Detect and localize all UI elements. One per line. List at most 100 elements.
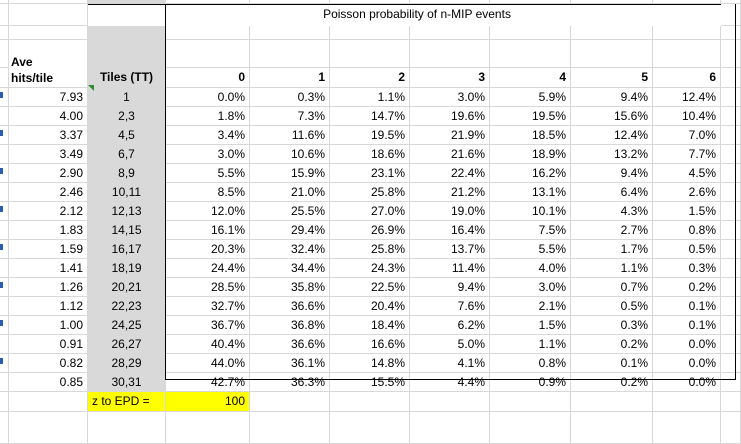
header-n-2[interactable]: 2 <box>330 68 410 88</box>
tiles-cell[interactable]: 30,31 <box>88 373 166 392</box>
empty-cell[interactable] <box>571 392 653 412</box>
error-indicator-icon[interactable] <box>88 85 94 91</box>
probability-cell[interactable]: 21.6% <box>410 145 490 164</box>
empty-cell[interactable] <box>0 240 9 259</box>
probability-cell[interactable]: 20.3% <box>166 240 250 259</box>
empty-cell[interactable] <box>88 40 166 68</box>
probability-cell[interactable]: 35.8% <box>250 278 330 297</box>
empty-cell[interactable] <box>0 316 9 335</box>
empty-cell[interactable] <box>0 373 9 392</box>
empty-cell[interactable] <box>0 183 9 202</box>
probability-cell[interactable]: 4.3% <box>571 202 653 221</box>
probability-cell[interactable]: 5.5% <box>166 164 250 183</box>
empty-cell[interactable] <box>410 392 490 412</box>
probability-cell[interactable]: 25.8% <box>330 183 410 202</box>
probability-cell[interactable]: 15.6% <box>571 107 653 126</box>
probability-cell[interactable]: 0.0% <box>653 354 721 373</box>
empty-cell[interactable] <box>571 412 653 444</box>
ave-hits-cell[interactable]: 1.00 <box>6 316 88 335</box>
tiles-cell[interactable]: 16,17 <box>88 240 166 259</box>
ave-hits-cell[interactable]: 1.26 <box>6 278 88 297</box>
empty-cell[interactable] <box>721 202 741 221</box>
empty-cell[interactable] <box>653 0 721 4</box>
empty-cell[interactable] <box>653 412 721 444</box>
probability-cell[interactable]: 36.6% <box>250 335 330 354</box>
empty-cell[interactable] <box>721 259 741 278</box>
probability-cell[interactable]: 0.3% <box>653 259 721 278</box>
empty-cell[interactable] <box>0 126 9 145</box>
empty-cell[interactable] <box>6 26 88 40</box>
tiles-cell[interactable]: 26,27 <box>88 335 166 354</box>
empty-cell[interactable] <box>0 0 9 4</box>
empty-cell[interactable] <box>653 26 721 40</box>
empty-cell[interactable] <box>571 0 653 4</box>
empty-cell[interactable] <box>721 278 741 297</box>
probability-cell[interactable]: 3.0% <box>490 278 571 297</box>
header-n-4[interactable]: 4 <box>490 68 571 88</box>
probability-cell[interactable]: 9.4% <box>571 164 653 183</box>
empty-cell[interactable] <box>571 40 653 68</box>
empty-cell[interactable] <box>721 4 741 26</box>
probability-cell[interactable]: 0.8% <box>490 354 571 373</box>
empty-cell[interactable] <box>6 4 88 26</box>
probability-cell[interactable]: 13.1% <box>490 183 571 202</box>
empty-cell[interactable] <box>330 0 410 4</box>
probability-cell[interactable]: 32.7% <box>166 297 250 316</box>
probability-cell[interactable]: 36.6% <box>250 297 330 316</box>
empty-cell[interactable] <box>330 40 410 68</box>
tiles-cell[interactable]: 28,29 <box>88 354 166 373</box>
probability-cell[interactable]: 25.8% <box>330 240 410 259</box>
ave-hits-cell[interactable]: 3.37 <box>6 126 88 145</box>
empty-cell[interactable] <box>490 0 571 4</box>
probability-cell[interactable]: 0.8% <box>653 221 721 240</box>
ave-hits-cell[interactable]: 0.85 <box>6 373 88 392</box>
empty-cell[interactable] <box>0 26 9 40</box>
probability-cell[interactable]: 22.4% <box>410 164 490 183</box>
ave-hits-cell[interactable]: 1.12 <box>6 297 88 316</box>
empty-cell[interactable] <box>721 297 741 316</box>
empty-cell[interactable] <box>250 0 330 4</box>
probability-cell[interactable]: 7.6% <box>410 297 490 316</box>
probability-cell[interactable]: 0.2% <box>653 278 721 297</box>
probability-cell[interactable]: 7.7% <box>653 145 721 164</box>
probability-cell[interactable]: 16.2% <box>490 164 571 183</box>
probability-cell[interactable]: 7.0% <box>653 126 721 145</box>
tiles-cell[interactable]: 24,25 <box>88 316 166 335</box>
probability-cell[interactable]: 0.5% <box>571 297 653 316</box>
empty-cell[interactable] <box>410 26 490 40</box>
tiles-cell[interactable]: 8,9 <box>88 164 166 183</box>
empty-cell[interactable] <box>0 164 9 183</box>
ave-hits-cell[interactable]: 0.91 <box>6 335 88 354</box>
probability-cell[interactable]: 19.0% <box>410 202 490 221</box>
probability-cell[interactable]: 10.1% <box>490 202 571 221</box>
probability-cell[interactable]: 11.4% <box>410 259 490 278</box>
probability-cell[interactable]: 12.4% <box>571 126 653 145</box>
empty-cell[interactable] <box>88 0 166 4</box>
probability-cell[interactable]: 19.6% <box>410 107 490 126</box>
tiles-cell[interactable]: 12,13 <box>88 202 166 221</box>
probability-cell[interactable]: 4.4% <box>410 373 490 392</box>
probability-cell[interactable]: 8.5% <box>166 183 250 202</box>
probability-cell[interactable]: 20.4% <box>330 297 410 316</box>
probability-cell[interactable]: 1.5% <box>653 202 721 221</box>
probability-cell[interactable]: 24.4% <box>166 259 250 278</box>
empty-cell[interactable] <box>6 0 88 4</box>
probability-cell[interactable]: 28.5% <box>166 278 250 297</box>
empty-cell[interactable] <box>0 259 9 278</box>
header-n-6[interactable]: 6 <box>653 68 721 88</box>
probability-cell[interactable]: 15.9% <box>250 164 330 183</box>
probability-cell[interactable]: 5.0% <box>410 335 490 354</box>
tiles-cell[interactable]: 2,3 <box>88 107 166 126</box>
tiles-cell[interactable]: 4,5 <box>88 126 166 145</box>
empty-cell[interactable] <box>410 40 490 68</box>
tiles-cell[interactable]: 22,23 <box>88 297 166 316</box>
empty-cell[interactable] <box>410 0 490 4</box>
probability-cell[interactable]: 15.5% <box>330 373 410 392</box>
probability-cell[interactable]: 16.6% <box>330 335 410 354</box>
empty-cell[interactable] <box>0 145 9 164</box>
probability-cell[interactable]: 6.2% <box>410 316 490 335</box>
empty-cell[interactable] <box>490 26 571 40</box>
empty-cell[interactable] <box>721 68 741 88</box>
tiles-cell[interactable]: 18,19 <box>88 259 166 278</box>
probability-cell[interactable]: 19.5% <box>330 126 410 145</box>
